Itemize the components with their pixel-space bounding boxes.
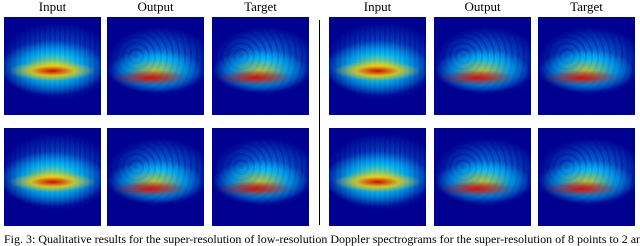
figure-caption: Fig. 3: Qualitative results for the supe…: [4, 232, 640, 246]
spectrogram: [434, 17, 531, 115]
spectrogram: [212, 128, 309, 226]
spectrogram: [4, 17, 101, 115]
spectrogram: [107, 17, 204, 115]
figure-page: Input Output Target Input Output Target …: [4, 0, 640, 246]
column-header: Input: [38, 0, 67, 14]
column-header: Input: [363, 0, 392, 14]
column-header: Target: [570, 0, 603, 14]
column-header: Output: [137, 0, 174, 14]
spectrogram: [434, 128, 531, 226]
spectrogram: [329, 128, 426, 226]
group-separator: [319, 20, 320, 225]
column-header: Output: [464, 0, 501, 14]
spectrogram: [538, 128, 635, 226]
column-header: Target: [244, 0, 277, 14]
spectrogram: [4, 128, 101, 226]
spectrogram: [538, 17, 635, 115]
spectrogram: [107, 128, 204, 226]
spectrogram: [329, 17, 426, 115]
spectrogram: [212, 17, 309, 115]
